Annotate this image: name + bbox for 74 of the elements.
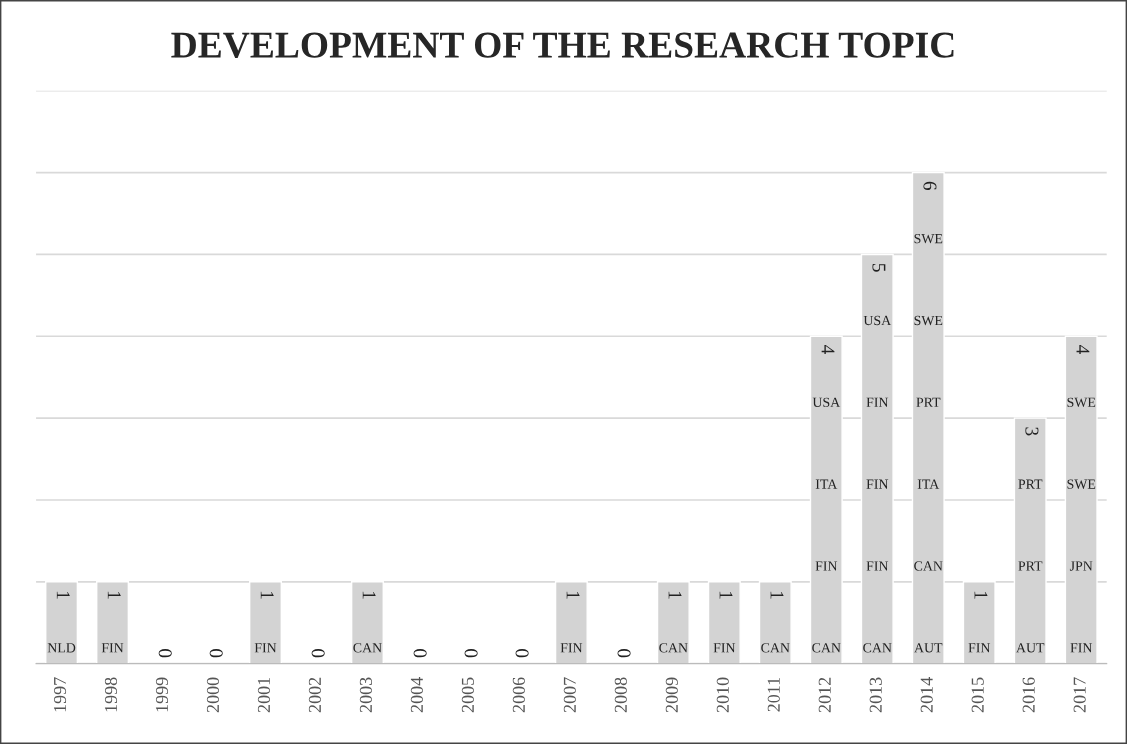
annotation: ITA <box>815 479 838 489</box>
data-label: 0 <box>209 649 223 658</box>
annotation: ITA <box>917 479 940 489</box>
annotation: AUT <box>1016 643 1045 653</box>
x-tick-label: 2002 <box>308 677 321 713</box>
x-tick-label: 2015 <box>971 677 984 713</box>
x-tick-label: 2014 <box>920 677 933 713</box>
annotation: PRT <box>1018 479 1043 489</box>
data-label: 1 <box>56 591 70 599</box>
data-label: 0 <box>617 649 631 658</box>
annotation: CAN <box>863 643 892 653</box>
x-tick-label: 2004 <box>410 677 423 713</box>
annotation: CAN <box>659 643 688 653</box>
annotation: FIN <box>866 397 889 407</box>
data-label: 4 <box>1076 345 1090 355</box>
x-tick-label: 2006 <box>512 677 525 713</box>
data-label: 0 <box>158 649 172 658</box>
data-label: 1 <box>668 591 682 599</box>
data-label: 6 <box>923 181 937 191</box>
x-tick-label: 2013 <box>869 677 882 713</box>
data-label: 0 <box>311 649 325 658</box>
annotation: FIN <box>101 643 124 653</box>
x-tick-label: 2003 <box>359 677 372 713</box>
x-tick-label: 1997 <box>53 677 67 712</box>
x-tick-label: 2009 <box>665 677 678 713</box>
x-tick-label: 2001 <box>257 677 271 713</box>
annotation: JPN <box>1069 561 1093 571</box>
x-tick-label: 2007 <box>563 677 576 713</box>
annotation: PRT <box>916 397 941 407</box>
annotation: FIN <box>254 643 277 653</box>
data-label: 0 <box>515 649 529 658</box>
annotation: SWE <box>914 315 943 326</box>
annotation: SWE <box>1067 397 1096 408</box>
data-label: 1 <box>107 591 121 599</box>
data-label: 1 <box>770 591 784 599</box>
annotation: FIN <box>815 561 838 571</box>
annotation: USA <box>863 315 892 326</box>
data-label: 1 <box>362 591 376 599</box>
annotation: SWE <box>914 233 943 244</box>
x-tick-label: 2008 <box>614 677 627 713</box>
annotation: CAN <box>812 643 841 653</box>
data-label: 1 <box>260 591 274 599</box>
x-tick-label: 2011 <box>767 677 780 712</box>
annotation: USA <box>812 397 841 407</box>
data-label: 1 <box>566 591 580 599</box>
x-tick-label: 1998 <box>104 677 118 712</box>
annotation: PRT <box>1018 561 1043 571</box>
data-label: 0 <box>464 649 478 658</box>
annotation: FIN <box>866 479 889 489</box>
annotation: FIN <box>968 643 991 653</box>
annotation: CAN <box>761 643 790 653</box>
annotation: NLD <box>47 643 76 653</box>
annotation: CAN <box>353 643 382 653</box>
data-label: 5 <box>872 263 886 272</box>
x-tick-label: 2016 <box>1022 677 1035 713</box>
data-label: 4 <box>821 345 835 355</box>
x-tick-label: 2010 <box>716 677 729 713</box>
annotation: FIN <box>866 561 889 571</box>
x-tick-label: 2005 <box>461 677 474 713</box>
annotation: CAN <box>914 561 943 571</box>
x-tick-label: 2000 <box>206 677 220 713</box>
chart-title: DEVELOPMENT OF THE RESEARCH TOPIC <box>171 32 954 58</box>
data-label: 1 <box>974 591 988 599</box>
annotation: FIN <box>1070 643 1093 653</box>
data-label: 3 <box>1025 427 1039 436</box>
annotation: FIN <box>560 643 583 653</box>
annotation: SWE <box>1067 479 1096 489</box>
annotation: AUT <box>914 643 943 653</box>
x-tick-label: 1999 <box>155 677 169 712</box>
x-tick-label: 2012 <box>818 677 831 713</box>
x-tick-label: 2017 <box>1073 677 1086 713</box>
data-label: 1 <box>719 591 733 599</box>
annotation: FIN <box>713 643 736 653</box>
data-label: 0 <box>413 649 427 658</box>
